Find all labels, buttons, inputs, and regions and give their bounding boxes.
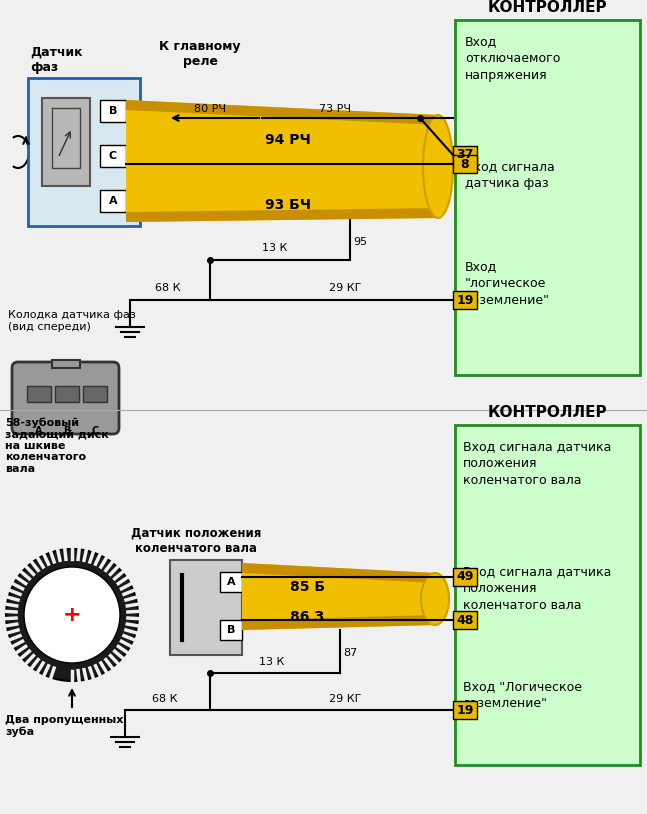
Bar [455,20,640,375]
Bar [100,190,126,212]
Text: 94 РЧ: 94 РЧ [265,133,311,147]
Text: B: B [63,426,71,436]
Text: Вход
отключаемого
напряжения: Вход отключаемого напряжения [465,35,560,82]
Polygon shape [126,208,438,222]
Polygon shape [126,100,438,222]
Text: 19: 19 [456,294,474,307]
Text: 58-зубовый
задающий диск
на шкиве
коленчатого
вала: 58-зубовый задающий диск на шкиве коленч… [5,417,109,474]
Circle shape [24,567,120,663]
Text: 86 З: 86 З [290,610,324,624]
Bar [453,155,477,173]
Text: 29 КГ: 29 КГ [329,694,361,704]
FancyBboxPatch shape [27,386,51,402]
Text: К главному
реле: К главному реле [159,40,241,68]
FancyBboxPatch shape [83,386,107,402]
Text: 73 РЧ: 73 РЧ [319,104,351,114]
Text: 49: 49 [456,571,474,584]
Bar [453,146,477,164]
Text: Два пропущенных
зуба: Два пропущенных зуба [5,715,124,737]
Bar [453,701,477,719]
Text: 13 К: 13 К [262,243,288,253]
Text: 29 КГ: 29 КГ [329,283,361,293]
Text: C: C [91,426,98,436]
Text: Датчик
фаз: Датчик фаз [30,46,83,74]
Text: 95: 95 [353,237,367,247]
Text: 80 РЧ: 80 РЧ [194,104,226,114]
Bar [455,425,640,765]
Text: Колодка датчика фаз
(вид спереди): Колодка датчика фаз (вид спереди) [8,310,136,331]
Text: Вход сигнала датчика
положения
коленчатого вала: Вход сигнала датчика положения коленчато… [463,565,611,612]
Text: 8: 8 [461,157,469,170]
Text: A: A [109,196,117,206]
Text: Вход "Логическое
заземление": Вход "Логическое заземление" [463,680,582,710]
Ellipse shape [421,573,449,625]
Text: Вход сигнала датчика
положения
коленчатого вала: Вход сигнала датчика положения коленчато… [463,440,611,487]
Text: Датчик положения
коленчатого вала: Датчик положения коленчатого вала [131,527,261,555]
Bar [42,98,90,186]
Text: B: B [109,106,117,116]
Ellipse shape [423,115,453,218]
Bar [453,291,477,309]
Text: 93 БЧ: 93 БЧ [265,198,311,212]
FancyBboxPatch shape [55,386,79,402]
Bar [170,560,242,655]
FancyBboxPatch shape [12,362,119,434]
Bar [52,360,80,368]
Text: 13 К: 13 К [259,657,285,667]
Text: Вход сигнала
датчика фаз: Вход сигнала датчика фаз [465,160,554,190]
Text: КОНТРОЛЛЕР: КОНТРОЛЛЕР [488,405,608,420]
Text: 37: 37 [456,148,474,161]
Text: 48: 48 [456,614,474,627]
Polygon shape [242,563,435,630]
Polygon shape [242,563,435,583]
Bar [453,568,477,586]
Text: A: A [35,426,43,436]
Text: A: A [226,577,236,587]
Text: 87: 87 [343,648,357,658]
Circle shape [6,549,138,681]
Text: B: B [227,625,236,635]
Text: 85 Б: 85 Б [290,580,325,594]
Bar [28,78,140,226]
Bar [100,100,126,122]
Text: 19: 19 [456,703,474,716]
Bar [220,620,242,640]
Bar [453,611,477,629]
Text: Вход
"логическое
заземление": Вход "логическое заземление" [465,260,549,307]
Text: 68 К: 68 К [155,283,181,293]
Text: КОНТРОЛЛЕР: КОНТРОЛЛЕР [488,0,608,15]
Text: 68 К: 68 К [152,694,178,704]
Bar [100,145,126,167]
Polygon shape [242,615,435,630]
Text: C: C [109,151,117,161]
Text: +: + [63,605,82,625]
Bar [220,572,242,592]
Polygon shape [126,100,438,125]
